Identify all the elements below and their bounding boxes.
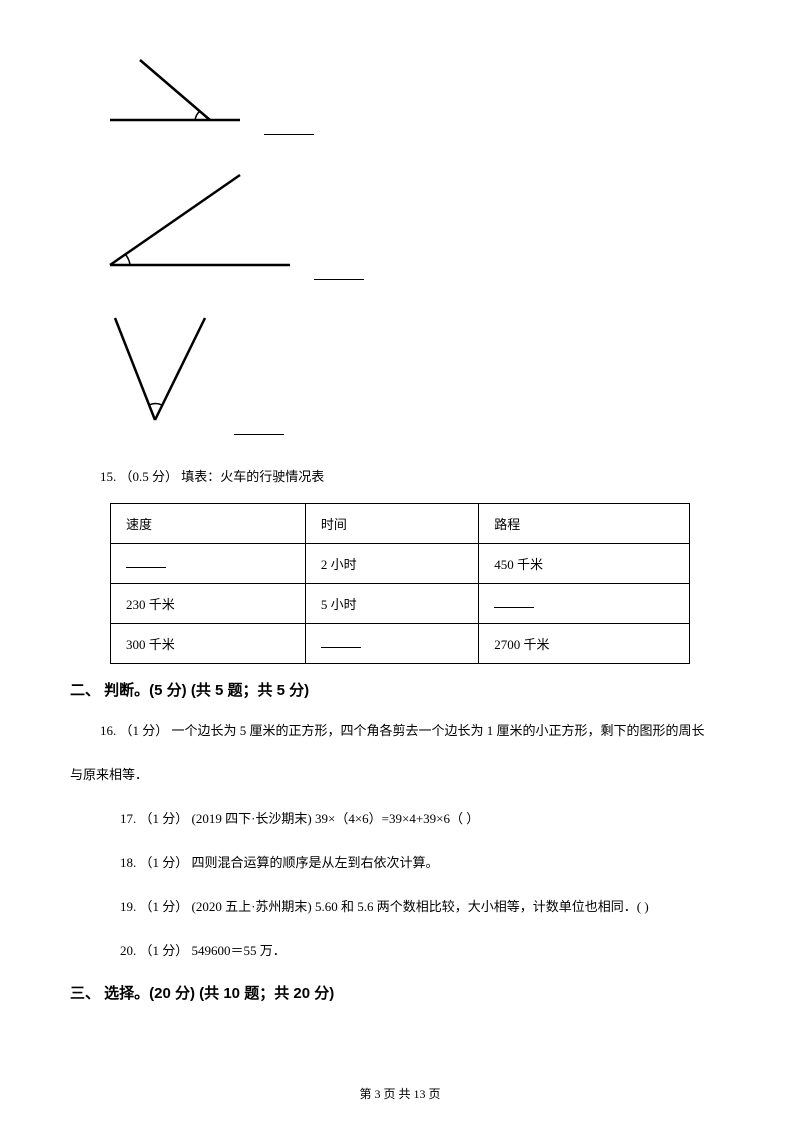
section-3-header: 三、 选择。(20 分) (共 10 题；共 20 分) <box>70 982 730 1003</box>
table-row: 2 小时 450 千米 <box>111 544 690 584</box>
angle-svg-1 <box>100 50 250 130</box>
table-row: 300 千米 2700 千米 <box>111 624 690 664</box>
cell-r3c1: 300 千米 <box>111 624 306 664</box>
question-19: 19. （1 分） (2020 五上·苏州期末) 5.60 和 5.6 两个数相… <box>120 894 730 920</box>
cell-r3c3: 2700 千米 <box>479 624 690 664</box>
angle-svg-2 <box>100 165 300 275</box>
table-row: 230 千米 5 小时 <box>111 584 690 624</box>
question-16-line1: 16. （1 分） 一个边长为 5 厘米的正方形，四个角各剪去一个边长为 1 厘… <box>100 718 730 744</box>
angle-2-blank <box>314 268 364 280</box>
page-footer: 第 3 页 共 13 页 <box>0 1085 800 1102</box>
header-speed: 速度 <box>111 504 306 544</box>
angle-figure-2 <box>100 165 730 280</box>
section-2-header: 二、 判断。(5 分) (共 5 题；共 5 分) <box>70 679 730 700</box>
cell-r1c1 <box>111 544 306 584</box>
question-16-line2: 与原来相等． <box>70 762 730 788</box>
question-15: 15. （0.5 分） 填表：火车的行驶情况表 <box>100 465 730 488</box>
question-17: 17. （1 分） (2019 四下·长沙期末) 39×（4×6）=39×4+3… <box>120 806 730 832</box>
table-header-row: 速度 时间 路程 <box>111 504 690 544</box>
header-time: 时间 <box>305 504 478 544</box>
cell-r2c3 <box>479 584 690 624</box>
cell-r1c2: 2 小时 <box>305 544 478 584</box>
question-18: 18. （1 分） 四则混合运算的顺序是从左到右依次计算。 <box>120 850 730 876</box>
cell-r3c2 <box>305 624 478 664</box>
cell-r2c1: 230 千米 <box>111 584 306 624</box>
header-distance: 路程 <box>479 504 690 544</box>
angle-3-blank <box>234 423 284 435</box>
angle-svg-3 <box>100 310 220 430</box>
question-20: 20. （1 分） 549600＝55 万． <box>120 938 730 964</box>
angle-1-blank <box>264 123 314 135</box>
angle-figure-3 <box>100 310 730 435</box>
angle-figure-1 <box>100 50 730 135</box>
train-table: 速度 时间 路程 2 小时 450 千米 230 千米 5 小时 300 千米 … <box>110 503 690 664</box>
cell-r1c3: 450 千米 <box>479 544 690 584</box>
cell-r2c2: 5 小时 <box>305 584 478 624</box>
